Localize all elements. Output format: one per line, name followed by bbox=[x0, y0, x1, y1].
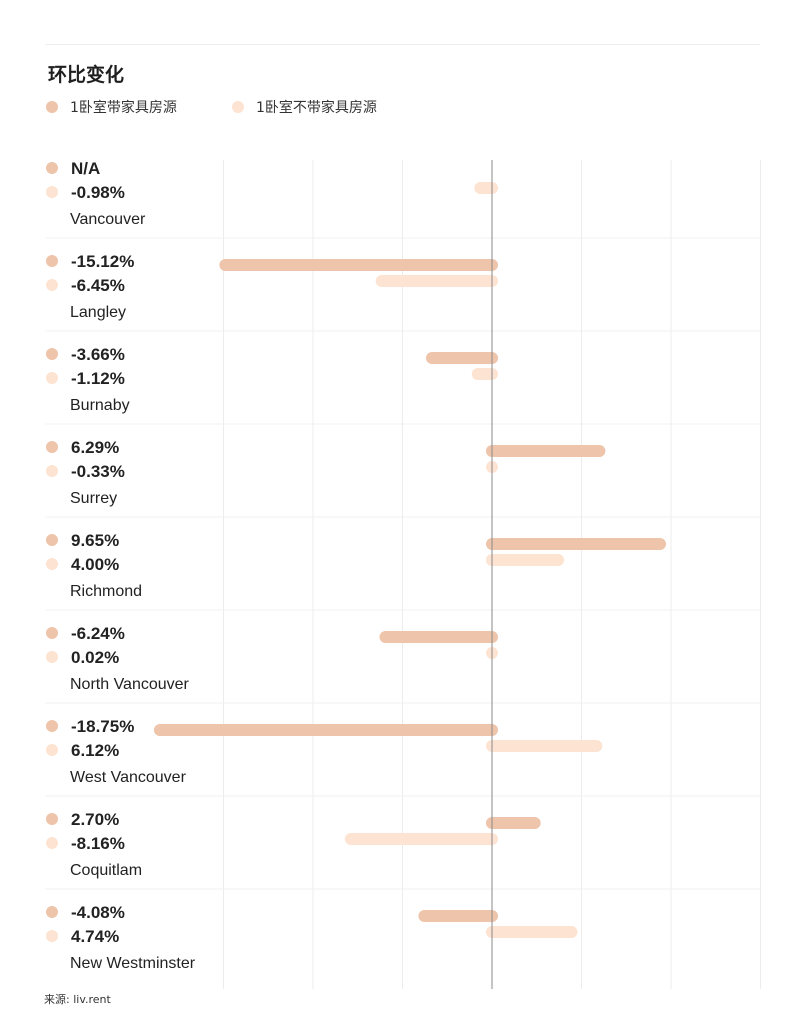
row-dot-furnished bbox=[46, 720, 58, 732]
bar-furnished bbox=[219, 259, 498, 271]
bar-furnished bbox=[153, 724, 498, 736]
legend-item-unfurnished: 1卧室不带家具房源 bbox=[232, 97, 377, 117]
value-label-furnished: 6.29% bbox=[71, 438, 119, 457]
bar-unfurnished bbox=[474, 182, 498, 194]
category-label: Coquitlam bbox=[70, 862, 142, 879]
row-dot-unfurnished bbox=[46, 186, 58, 198]
bar-furnished bbox=[426, 352, 498, 364]
row-dot-furnished bbox=[46, 162, 58, 174]
bar-furnished bbox=[379, 631, 498, 643]
bar-furnished bbox=[486, 817, 541, 829]
row-dot-furnished bbox=[46, 627, 58, 639]
row-dot-furnished bbox=[46, 906, 58, 918]
legend-label-furnished: 1卧室带家具房源 bbox=[70, 100, 177, 116]
bar-unfurnished bbox=[486, 554, 565, 566]
bar-furnished bbox=[418, 910, 498, 922]
row-dot-unfurnished bbox=[46, 930, 58, 942]
category-label: Burnaby bbox=[70, 397, 130, 414]
row-dot-furnished bbox=[46, 255, 58, 267]
value-label-unfurnished: -1.12% bbox=[71, 369, 125, 388]
row-dot-unfurnished bbox=[46, 465, 58, 477]
value-label-furnished: -4.08% bbox=[71, 903, 125, 922]
value-label-unfurnished: 6.12% bbox=[71, 741, 119, 760]
row-dot-unfurnished bbox=[46, 279, 58, 291]
category-label: Surrey bbox=[70, 490, 117, 507]
category-label: New Westminster bbox=[70, 955, 196, 972]
row-dot-furnished bbox=[46, 534, 58, 546]
bar-unfurnished bbox=[471, 368, 498, 380]
top-divider bbox=[45, 44, 760, 45]
value-label-furnished: -15.12% bbox=[71, 252, 134, 271]
legend-label-unfurnished: 1卧室不带家具房源 bbox=[256, 100, 377, 116]
chart-title: 环比变化 bbox=[48, 64, 125, 86]
row-dot-furnished bbox=[46, 813, 58, 825]
category-label: Vancouver bbox=[70, 211, 146, 228]
value-label-unfurnished: 4.74% bbox=[71, 927, 119, 946]
bar-unfurnished bbox=[375, 275, 498, 287]
row-dot-unfurnished bbox=[46, 744, 58, 756]
value-label-furnished: 9.65% bbox=[71, 531, 119, 550]
legend-swatch-unfurnished bbox=[232, 101, 244, 113]
bar-furnished bbox=[486, 445, 606, 457]
value-label-furnished: 2.70% bbox=[71, 810, 119, 829]
value-label-furnished: N/A bbox=[71, 159, 100, 178]
category-label: Richmond bbox=[70, 583, 142, 600]
value-label-unfurnished: -0.33% bbox=[71, 462, 125, 481]
bar-unfurnished bbox=[486, 926, 578, 938]
row-dot-unfurnished bbox=[46, 651, 58, 663]
bar-furnished bbox=[486, 538, 666, 550]
value-label-unfurnished: -6.45% bbox=[71, 276, 125, 295]
value-label-unfurnished: 0.02% bbox=[71, 648, 119, 667]
row-dot-unfurnished bbox=[46, 837, 58, 849]
row-dot-furnished bbox=[46, 441, 58, 453]
row-dot-furnished bbox=[46, 348, 58, 360]
value-label-furnished: -18.75% bbox=[71, 717, 134, 736]
source-note: 来源: liv.rent bbox=[44, 993, 111, 1006]
bar-unfurnished bbox=[344, 833, 498, 845]
value-label-unfurnished: -8.16% bbox=[71, 834, 125, 853]
value-label-furnished: -6.24% bbox=[71, 624, 125, 643]
legend-swatch-furnished bbox=[46, 101, 58, 113]
category-label: West Vancouver bbox=[70, 769, 187, 786]
value-label-unfurnished: -0.98% bbox=[71, 183, 125, 202]
value-label-unfurnished: 4.00% bbox=[71, 555, 119, 574]
row-dot-unfurnished bbox=[46, 372, 58, 384]
bar-unfurnished bbox=[486, 740, 603, 752]
value-label-furnished: -3.66% bbox=[71, 345, 125, 364]
legend-item-furnished: 1卧室带家具房源 bbox=[46, 97, 177, 117]
category-label: North Vancouver bbox=[70, 676, 190, 693]
row-dot-unfurnished bbox=[46, 558, 58, 570]
category-label: Langley bbox=[70, 304, 126, 321]
